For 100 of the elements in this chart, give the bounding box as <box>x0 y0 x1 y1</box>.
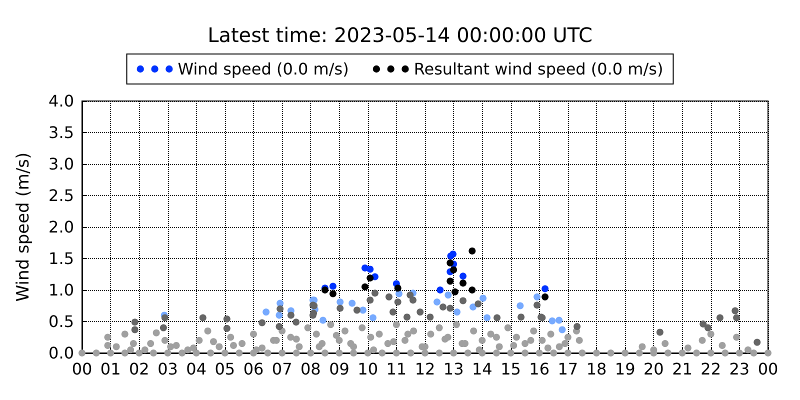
x-tick-label: 16 <box>529 360 550 378</box>
point <box>258 319 266 326</box>
point <box>574 323 581 330</box>
point <box>160 324 167 332</box>
x-tick-label: 17 <box>558 360 578 378</box>
point <box>336 304 344 312</box>
point <box>480 294 487 302</box>
point <box>329 282 336 290</box>
point <box>516 302 524 310</box>
point <box>470 304 477 311</box>
point <box>474 300 482 308</box>
x-tick-label: 02 <box>128 360 150 378</box>
point <box>369 314 376 322</box>
x-tick-label: 00 <box>758 360 778 378</box>
point <box>454 308 461 316</box>
point <box>371 290 378 297</box>
point <box>410 296 416 304</box>
x-tick-label: 21 <box>672 360 692 378</box>
point <box>556 316 563 324</box>
point <box>440 304 447 311</box>
x-tick-label: 00 <box>72 360 92 378</box>
y-tick-label: 1.0 <box>48 280 74 300</box>
point <box>276 323 283 330</box>
x-tick-label: 13 <box>443 360 464 378</box>
point <box>385 293 392 300</box>
point <box>716 314 724 322</box>
point <box>558 326 566 334</box>
x-tick-label: 19 <box>614 360 636 378</box>
point <box>434 298 441 306</box>
point <box>446 259 454 266</box>
point <box>460 280 467 287</box>
x-tick-label: 22 <box>700 360 722 378</box>
y-tick-label: 1.5 <box>48 249 74 268</box>
x-tick-label: 05 <box>214 360 236 378</box>
point <box>161 314 168 322</box>
point <box>404 314 410 321</box>
point <box>446 278 454 285</box>
point <box>131 318 138 326</box>
x-tick-label: 03 <box>158 360 178 378</box>
point <box>460 272 467 280</box>
point <box>292 318 300 326</box>
point <box>534 293 541 300</box>
x-tick-label: 06 <box>243 360 264 378</box>
point <box>223 315 230 322</box>
y-tick-label: 3.5 <box>48 123 74 142</box>
x-tick-label: 11 <box>386 360 407 378</box>
point <box>436 286 444 294</box>
point <box>450 250 457 258</box>
point <box>446 304 454 312</box>
point <box>733 314 740 322</box>
point <box>348 300 356 307</box>
point <box>426 314 434 321</box>
x-tick-label: 04 <box>186 360 207 378</box>
point <box>656 328 664 336</box>
point <box>319 316 326 324</box>
y-axis-title: Wind speed (m/s) <box>14 152 34 302</box>
point <box>468 247 476 254</box>
point <box>548 317 556 324</box>
point <box>366 274 374 282</box>
point <box>406 292 414 299</box>
point <box>460 297 467 304</box>
x-tick-label: 08 <box>300 360 321 378</box>
point <box>542 285 549 292</box>
point <box>732 307 739 314</box>
chart-title: Latest time: 2023-05-14 00:00:00 UTC <box>208 23 592 47</box>
point <box>359 306 366 314</box>
point <box>223 324 230 332</box>
point <box>199 314 206 322</box>
point <box>444 292 452 299</box>
point <box>494 314 501 322</box>
point <box>452 288 459 296</box>
point <box>366 266 374 273</box>
x-tick-label: 14 <box>472 360 492 378</box>
point <box>366 296 374 304</box>
y-tick-label: 2.0 <box>48 218 74 236</box>
point <box>394 284 402 292</box>
point <box>754 338 761 346</box>
point <box>276 312 283 319</box>
point <box>353 306 360 314</box>
point <box>329 290 336 298</box>
point <box>542 293 549 300</box>
point <box>450 266 458 274</box>
point <box>336 298 344 306</box>
x-tick-label: 18 <box>586 360 607 378</box>
point <box>131 326 138 334</box>
point <box>395 290 402 298</box>
point <box>468 286 476 294</box>
point <box>276 305 284 312</box>
x-tick-label: 23 <box>729 360 750 378</box>
point <box>394 298 402 306</box>
x-tick-label: 15 <box>500 360 521 378</box>
legend-label: Resultant wind speed (0.0 m/s) <box>414 60 664 78</box>
x-tick-label: 09 <box>329 360 350 378</box>
x-tick-label: 12 <box>414 360 436 378</box>
point <box>700 320 707 328</box>
point <box>276 300 284 307</box>
y-tick-label: 2.5 <box>48 186 74 205</box>
y-tick-label: 0.5 <box>48 312 74 331</box>
point <box>287 312 294 319</box>
x-tick-label: 01 <box>100 360 121 378</box>
